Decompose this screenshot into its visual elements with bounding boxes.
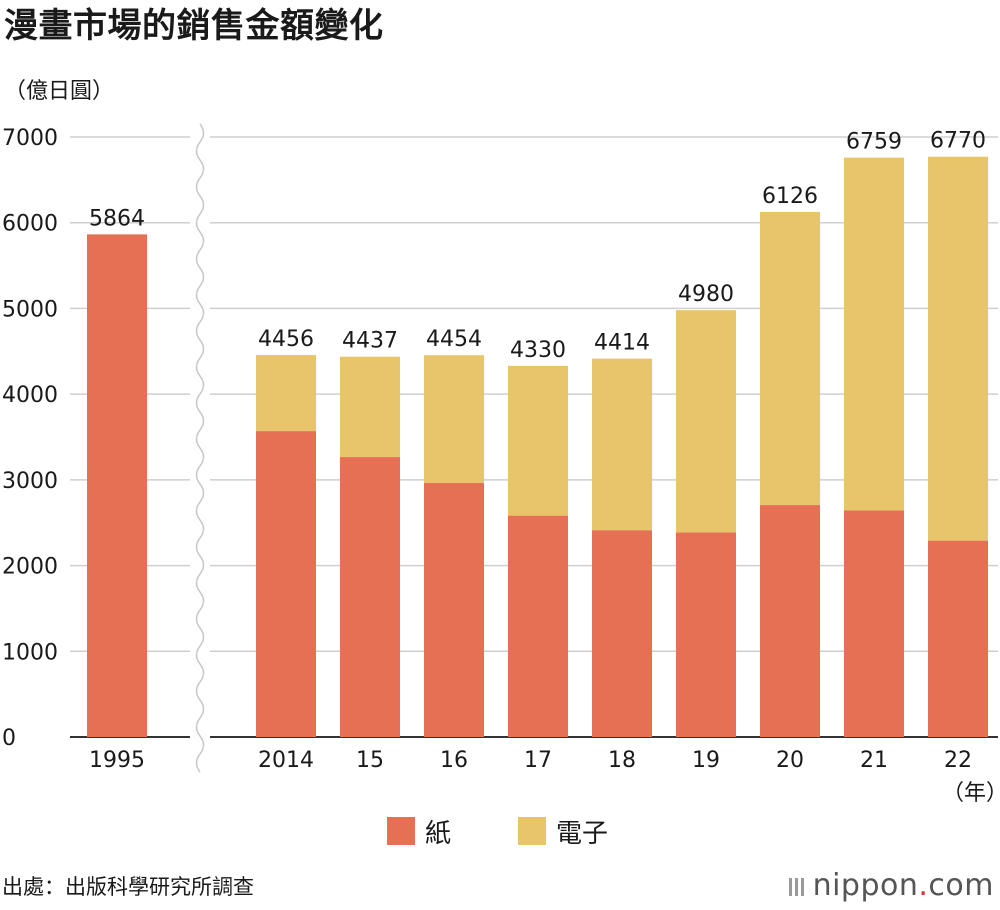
x-tick-label: 21: [860, 748, 888, 773]
bar-segment-paper: [676, 532, 736, 737]
logo-dot: .: [918, 868, 929, 903]
bar-segment-paper: [844, 510, 904, 737]
bar-segment-digital: [676, 310, 736, 533]
bar-segment-paper: [592, 530, 652, 737]
axis-break: [190, 120, 210, 773]
x-axis-ticks: 1995 2014 15 16 17 18 19 20 21 22: [89, 748, 972, 773]
legend-swatch-digital: [518, 817, 546, 845]
bar-segment-digital: [592, 358, 652, 531]
bar-total-label: 4437: [342, 329, 398, 354]
bar-total-label: 4454: [426, 327, 482, 352]
x-tick-label: 16: [440, 748, 468, 773]
legend: 紙 電子: [387, 817, 608, 849]
y-tick-label: 5000: [2, 297, 58, 322]
legend-swatch-paper: [387, 817, 415, 845]
bar-total-label: 4414: [594, 331, 650, 356]
y-tick-label: 3000: [2, 469, 58, 494]
x-tick-label: 2014: [258, 748, 314, 773]
bar-segment-digital: [844, 157, 904, 511]
y-axis-unit-label: （億日圓）: [4, 79, 115, 104]
bar-segment-paper: [760, 505, 820, 737]
bar-total-label: 4980: [678, 282, 734, 307]
y-tick-label: 2000: [2, 555, 58, 580]
x-tick-label: 22: [944, 748, 972, 773]
bar-total-label: 5864: [89, 206, 145, 231]
nippon-logo: nippon.com: [788, 866, 994, 907]
x-tick-label: 1995: [89, 748, 145, 773]
bar-total-label: 4330: [510, 338, 566, 363]
bar-segment-paper: [87, 234, 147, 737]
gridlines: [70, 136, 998, 738]
y-tick-label: 4000: [2, 383, 58, 408]
y-tick-label: 1000: [2, 640, 58, 665]
x-tick-label: 19: [692, 748, 720, 773]
bar-segment-paper: [928, 540, 988, 737]
bar-segment-paper: [256, 431, 316, 737]
bar-segment-paper: [340, 457, 400, 737]
bar-segment-digital: [340, 356, 400, 458]
source-note: 出處：出版科學研究所調查: [2, 875, 254, 899]
chart-title: 漫畫市場的銷售金額變化: [4, 6, 384, 46]
axis-break-line: [195, 123, 205, 773]
total-labels: 5864 4456 4437 4454 4330 4414 4980 6126 6759 6770: [89, 129, 986, 363]
x-tick-label: 18: [608, 748, 636, 773]
bars: [87, 156, 988, 737]
logo-name: nippon: [812, 868, 919, 903]
x-tick-label: 20: [776, 748, 804, 773]
bar-segment-digital: [508, 365, 568, 516]
x-axis-year-suffix: （年）: [942, 781, 1000, 806]
logo-tld: com: [928, 868, 994, 903]
y-tick-label: 6000: [2, 212, 58, 237]
bar-segment-digital: [928, 156, 988, 541]
y-tick-label: 0: [2, 726, 16, 751]
legend-label-paper: 紙: [425, 819, 451, 849]
bar-segment-paper: [424, 483, 484, 737]
y-tick-label: 7000: [2, 126, 58, 151]
x-tick-label: 17: [524, 748, 552, 773]
bar-total-label: 6770: [930, 129, 986, 154]
logo-bars-icon: [788, 867, 807, 907]
bar-segment-paper: [508, 515, 568, 737]
bar-segment-digital: [424, 355, 484, 484]
y-axis-ticks: 0 1000 2000 3000 4000 5000 6000 7000: [2, 126, 58, 751]
bar-segment-digital: [760, 211, 820, 506]
legend-label-digital: 電子: [556, 819, 608, 849]
bar-segment-digital: [256, 355, 316, 432]
x-tick-label: 15: [356, 748, 384, 773]
bar-total-label: 6126: [762, 184, 818, 209]
bar-total-label: 4456: [258, 327, 314, 352]
axis-break-gap: [190, 120, 210, 760]
bar-total-label: 6759: [846, 130, 902, 155]
